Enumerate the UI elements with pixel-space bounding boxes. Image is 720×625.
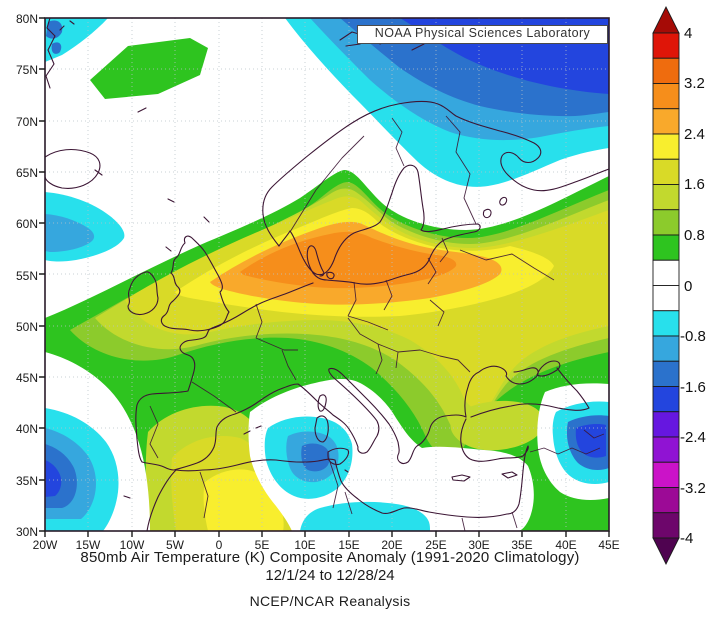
colorbar-cell [652, 184, 680, 211]
coastline-crete [451, 474, 471, 482]
coastline-sardinia [314, 415, 329, 443]
lat-tick-label: 75N [15, 63, 38, 77]
coastline-continental-west [135, 282, 467, 471]
colorbar-cell [652, 461, 680, 488]
coastline-iceland [45, 148, 103, 189]
colorbar-tick-label: 1.6 [684, 176, 705, 193]
lat-tick-label: 55N [15, 269, 38, 283]
colorbar-cell [652, 360, 680, 387]
contour-tyrrhenian-mid [301, 443, 330, 472]
country-borders [149, 115, 605, 531]
lon-tick-label: 45E [598, 538, 620, 552]
colorbar-tick-label: -3.2 [680, 480, 706, 497]
colorbar-tick-label: 0.8 [684, 227, 705, 244]
colorbar-cell [652, 158, 680, 185]
lon-tick-label: 20W [32, 538, 58, 552]
colorbar-cell [652, 436, 680, 463]
coastline-scandinavia-arctic [262, 100, 609, 247]
colorbar-tick-label: -2.4 [680, 429, 706, 446]
lat-tick-label: 80N [15, 12, 38, 26]
contour-orange-core [240, 231, 457, 289]
colorbar-cell [652, 234, 680, 261]
plot-date-range: 12/1/24 to 12/28/24 [265, 567, 395, 584]
contour-turkey-yellowgreen [450, 400, 545, 451]
coastline-baltic [278, 164, 481, 285]
colorbar-cell [652, 386, 680, 413]
contour-east-royal [575, 424, 606, 458]
colorbar-arrow-up [652, 5, 680, 34]
lon-tick-label: 5W [166, 538, 184, 552]
lat-tick-label: 70N [15, 115, 38, 129]
lon-tick-label: 25E [425, 538, 447, 552]
lat-tick-label: 40N [15, 422, 38, 436]
lon-tick-label: 5E [254, 538, 270, 552]
plot-title: 850mb Air Temperature (K) Composite Anom… [80, 549, 580, 566]
coastline-corsica [317, 394, 327, 412]
lat-tick-label: 45N [15, 371, 38, 385]
lat-tick-label: 35N [15, 474, 38, 488]
lat-tick-label: 65N [15, 166, 38, 180]
lon-tick-label: 15W [75, 538, 101, 552]
lon-tick-label: 30E [468, 538, 490, 552]
coastline-greenland [45, 18, 75, 89]
colorbar-cell [652, 57, 680, 84]
coastline-turkey-levant-africa [146, 418, 529, 531]
coastline-denmark [306, 245, 335, 280]
colorbar-cell [652, 108, 680, 135]
contour-sw-royal [45, 460, 62, 497]
lat-tick-label: 50N [15, 320, 38, 334]
colorbar-cell [652, 133, 680, 160]
contour-africa-coast-cyan [300, 501, 430, 531]
lon-tick-label: 40E [555, 538, 577, 552]
coastline-cyprus [501, 471, 518, 479]
colorbar-cell [652, 209, 680, 236]
colorbar-cell [652, 285, 680, 312]
colorbar-tick-label: 3.2 [684, 75, 705, 92]
coastline-ireland [127, 271, 159, 316]
colorbar-cell [652, 487, 680, 514]
coastlines [45, 18, 609, 531]
lon-tick-label: 20E [381, 538, 403, 552]
coastline-britain [160, 198, 230, 332]
coastline-lakes [482, 196, 508, 219]
colorbar-tick-label: -4 [680, 530, 694, 547]
colorbar-cell [652, 411, 680, 438]
lab-attribution-text: NOAA Physical Sciences Laboratory [374, 26, 591, 40]
colorbar-cell [652, 335, 680, 362]
lon-tick-label: 35E [511, 538, 533, 552]
colorbar-cell [652, 259, 680, 286]
lon-tick-label: 10W [119, 538, 145, 552]
colorbar [652, 5, 680, 566]
colorbar-cell [652, 32, 680, 59]
coastline-blacksea [464, 360, 590, 418]
contour-field [45, 18, 609, 531]
lat-tick-label: 60N [15, 217, 38, 231]
colorbar-tick-label: 2.4 [684, 126, 705, 143]
colorbar-cell [652, 512, 680, 539]
colorbar-tick-label: -1.6 [680, 379, 706, 396]
lon-tick-label: 15E [338, 538, 360, 552]
coastline-small-islands [123, 425, 349, 499]
lat-tick-label: 30N [15, 525, 38, 539]
gridlines [45, 18, 609, 531]
lab-attribution-box: NOAA Physical Sciences Laboratory [357, 25, 608, 44]
colorbar-cell [652, 83, 680, 110]
axis-ticks [39, 17, 610, 537]
coastline-sicily [327, 447, 350, 466]
colorbar-arrow-down [652, 537, 680, 566]
colorbar-cell [652, 310, 680, 337]
plot-dataset: NCEP/NCAR Reanalysis [249, 593, 411, 609]
lon-tick-label: 10E [294, 538, 316, 552]
colorbar-tick-label: -0.8 [680, 328, 706, 345]
colorbar-tick-label: 0 [684, 278, 693, 295]
colorbar-tick-label: 4 [684, 25, 693, 42]
lon-tick-label: 0 [215, 538, 223, 552]
coastline-janmayen [137, 107, 147, 113]
